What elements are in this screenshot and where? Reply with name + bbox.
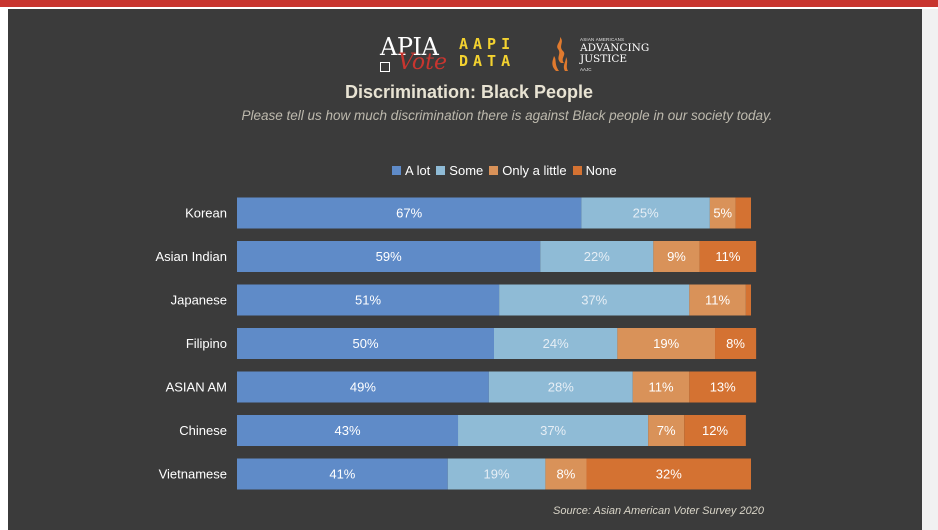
data-label-japanese-only-a-little: 11% [705, 293, 730, 308]
legend-swatch-some [436, 165, 446, 175]
bar-chinese-only-a-little [648, 415, 685, 446]
bar-asian-am-none [689, 371, 757, 403]
data-label-asian-indian-a-lot: 59% [376, 249, 402, 264]
bar-filipino-none [715, 328, 757, 359]
top-accent-bar [0, 0, 938, 7]
data-label-korean-only-a-little: 5% [713, 206, 732, 221]
bar-korean-none [735, 197, 751, 229]
data-label-chinese-only-a-little: 7% [657, 423, 676, 438]
bar-asian-am-some [488, 371, 633, 403]
bar-filipino-only-a-little [617, 328, 716, 359]
ballot-box-icon [380, 62, 390, 72]
bar-asian-indian-none [699, 241, 757, 272]
legend-label-a-lot: A lot [405, 162, 431, 178]
aapi-data-logo: AAPI DATA [459, 36, 533, 72]
legend-item-none: None [572, 162, 617, 178]
bar-vietnamese-only-a-little [545, 458, 587, 490]
bar-vietnamese-a-lot [237, 458, 448, 490]
bar-japanese-only-a-little [689, 284, 746, 316]
data-label-korean-some: 25% [633, 206, 659, 221]
bar-korean-a-lot [237, 197, 582, 229]
flame-icon [552, 37, 568, 71]
aaj-advancing-text: ADVANCING [580, 42, 650, 54]
apia-logo-text: APIA [380, 33, 439, 61]
legend-swatch-only-a-little [489, 165, 499, 175]
data-label-filipino-a-lot: 50% [352, 336, 378, 351]
bar-filipino-some [494, 328, 618, 359]
legend-label-none: None [585, 162, 617, 178]
legend-item-only-a-little: Only a little [489, 162, 567, 178]
category-label-japanese: Japanese [171, 293, 227, 308]
bar-asian-indian-a-lot [237, 241, 541, 272]
category-label-korean: Korean [185, 206, 227, 221]
bar-vietnamese-some [447, 458, 546, 490]
data-label-chinese-none: 12% [702, 423, 728, 438]
data-label-filipino-none: 8% [726, 336, 745, 351]
vote-logo-text: Vote [398, 50, 447, 75]
legend-item-a-lot: A lot [392, 163, 430, 178]
bar-japanese-some [499, 284, 690, 316]
category-label-asian-indian: Asian Indian [155, 249, 227, 264]
bar-japanese-none [745, 284, 751, 316]
data-label-chinese-some: 37% [540, 423, 566, 438]
chart-subtitle: Please tell us how much discrimination t… [241, 108, 773, 123]
aaj-justice-text: JUSTICE [580, 53, 628, 65]
category-label-chinese: Chinese [179, 423, 227, 438]
chart-legend: A lot Some Only a little None [392, 162, 623, 178]
chart-title: Discrimination: Black People [344, 82, 594, 102]
data-label-asian-am-some: 28% [548, 380, 574, 395]
aaj-small-text: ASIAN AMERICANS [580, 37, 625, 42]
data-label-asian-am-a-lot: 49% [350, 380, 376, 395]
data-label-vietnamese-a-lot: 41% [329, 467, 355, 482]
bar-korean-only-a-little [709, 197, 736, 229]
bar-chinese-none [684, 415, 746, 446]
legend-label-some: Some [449, 162, 484, 178]
bar-korean-some [581, 197, 710, 229]
bar-vietnamese-none [586, 458, 751, 490]
data-label-asian-indian-only-a-little: 9% [667, 249, 686, 264]
bar-asian-indian-some [540, 241, 654, 272]
aapi-logo-line1: AAPI [459, 35, 516, 53]
bar-chinese-some [458, 415, 649, 446]
data-label-asian-indian-none: 11% [715, 249, 740, 264]
category-label-filipino: Filipino [186, 336, 227, 351]
legend-swatch-a-lot [392, 165, 401, 175]
category-label-asian-am: ASIAN AM [166, 380, 227, 395]
data-label-chinese-a-lot: 43% [334, 423, 360, 438]
data-label-asian-indian-some: 22% [584, 249, 610, 264]
category-label-vietnamese: Vietnamese [159, 467, 227, 482]
legend-item-some: Some [436, 163, 483, 178]
bar-japanese-a-lot [237, 284, 500, 316]
data-label-japanese-a-lot: 51% [355, 293, 381, 308]
bar-filipino-a-lot [237, 328, 494, 359]
advancing-justice-logo: ASIAN AMERICANS ADVANCING JUSTICE AAJC [550, 34, 670, 78]
data-label-filipino-only-a-little: 19% [653, 336, 679, 351]
chart-source: Source: Asian American Voter Survey 2020 [553, 505, 764, 517]
data-label-vietnamese-none: 32% [656, 467, 682, 482]
aaj-tiny-text: AAJC [580, 67, 592, 72]
data-label-vietnamese-only-a-little: 8% [557, 467, 576, 482]
legend-label-only-a-little: Only a little [502, 162, 567, 178]
apia-vote-logo: APIA Vote [380, 34, 452, 74]
data-label-filipino-some: 24% [543, 336, 569, 351]
legend-swatch-none [572, 165, 582, 175]
aapi-logo-line2: DATA [459, 52, 516, 70]
data-label-korean-a-lot: 67% [396, 206, 422, 221]
bar-asian-am-a-lot [237, 371, 489, 403]
data-label-japanese-some: 37% [581, 293, 607, 308]
bar-asian-indian-only-a-little [653, 241, 700, 272]
data-label-vietnamese-some: 19% [484, 467, 510, 482]
bar-chinese-a-lot [237, 415, 459, 446]
bar-asian-am-only-a-little [632, 371, 690, 403]
right-margin-strip [922, 9, 938, 530]
data-label-asian-am-none: 13% [710, 380, 736, 395]
data-label-asian-am-only-a-little: 11% [649, 380, 674, 395]
